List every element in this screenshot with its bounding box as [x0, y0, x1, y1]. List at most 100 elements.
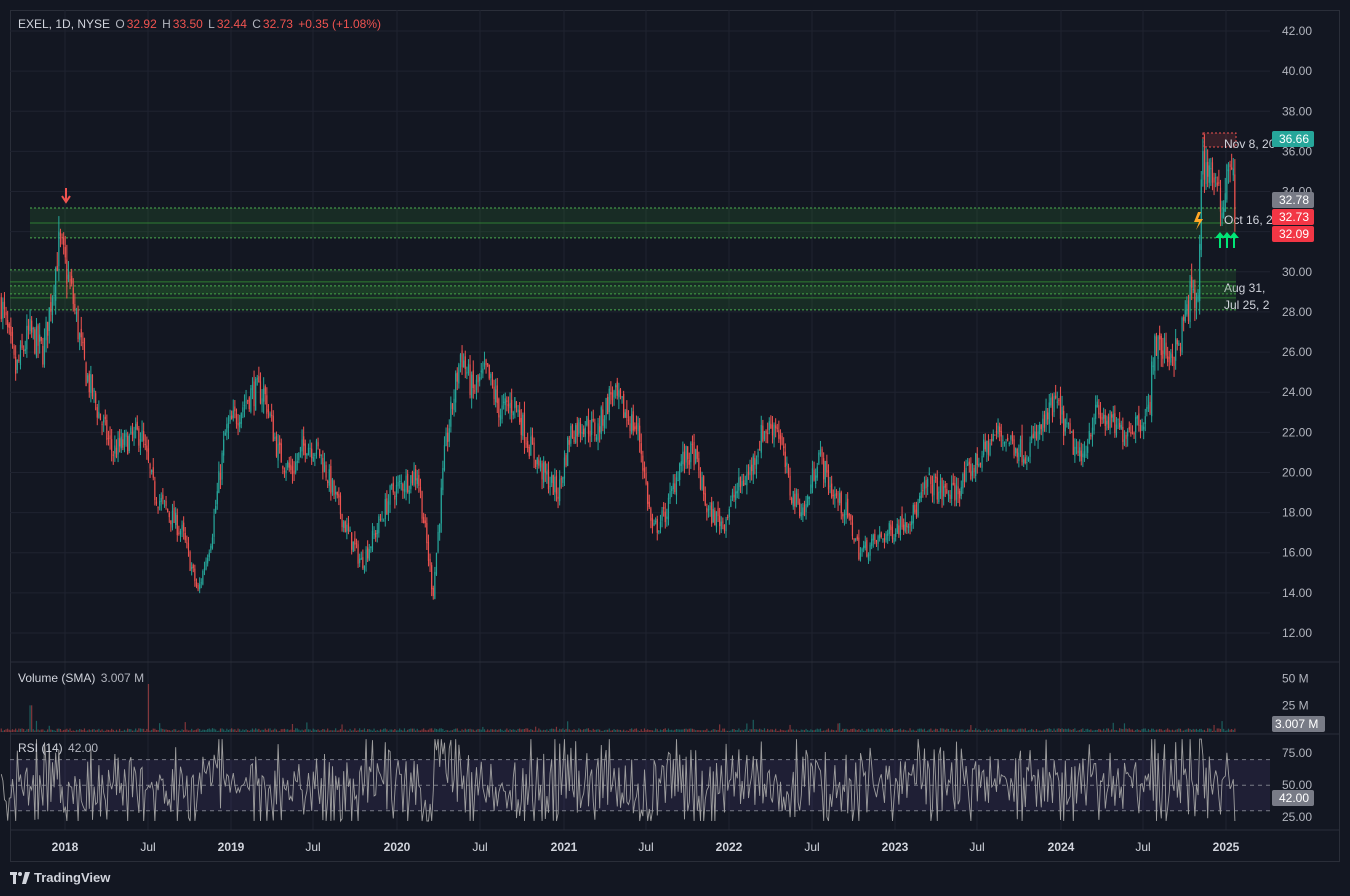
candle-body	[851, 522, 854, 537]
volume-bar	[514, 729, 516, 732]
candle-body	[37, 325, 39, 346]
volume-bar	[603, 730, 606, 732]
volume-bar	[301, 729, 303, 732]
volume-bar	[155, 729, 158, 732]
volume-bar	[440, 728, 442, 732]
volume-bar	[763, 728, 766, 732]
volume-bar	[891, 728, 894, 732]
candle-body	[1143, 426, 1145, 430]
candle-body	[739, 476, 742, 487]
candle-body	[987, 440, 990, 455]
candle-body	[669, 491, 671, 499]
volume-bar	[647, 729, 649, 732]
volume-bar	[890, 728, 892, 732]
candle-body	[440, 487, 442, 524]
volume-bar	[1027, 730, 1030, 732]
volume-bar	[149, 730, 151, 732]
candle-body	[1013, 439, 1015, 456]
candle-body	[893, 537, 895, 543]
volume-bar	[165, 729, 167, 732]
candle-body	[439, 523, 441, 533]
candle-body	[1072, 430, 1074, 455]
volume-bar	[1071, 729, 1073, 732]
candle-body	[75, 311, 78, 315]
volume-bar	[240, 730, 242, 732]
volume-bar	[954, 730, 956, 732]
candle-body	[832, 494, 834, 496]
volume-bar	[43, 730, 46, 732]
volume-bar	[735, 729, 737, 732]
tradingview-brand[interactable]: TradingView	[10, 870, 110, 885]
candle-body	[178, 532, 180, 534]
candle-body	[843, 514, 846, 519]
candle-body	[602, 409, 604, 426]
volume-bar	[258, 728, 260, 732]
candle-body	[48, 307, 50, 331]
volume-bar	[8, 729, 10, 732]
volume-bar	[992, 730, 994, 732]
candle-body	[565, 455, 567, 466]
volume-bar	[823, 730, 825, 732]
candle-body	[869, 544, 871, 556]
candle-body	[264, 386, 266, 394]
candle-body	[1051, 396, 1054, 416]
volume-bar	[909, 728, 911, 732]
candle-body	[1023, 459, 1025, 464]
candle-body	[191, 567, 193, 569]
up-arrow-icon	[1229, 232, 1239, 248]
candle-body	[642, 455, 644, 471]
candle-body	[1090, 435, 1092, 437]
candle-body	[103, 419, 105, 423]
volume-bar	[802, 729, 804, 732]
candle-body	[498, 398, 500, 418]
candle-body	[538, 459, 540, 466]
candle-body	[1122, 426, 1124, 442]
candle-body	[819, 449, 822, 455]
candle-body	[962, 473, 964, 489]
candle-body	[1123, 439, 1126, 445]
volume-bar	[1226, 730, 1228, 732]
main-legend: EXEL, 1D, NYSE O 32.92 H 33.50 L 32.44 C 32.…	[18, 17, 383, 31]
volume-bar	[887, 730, 889, 732]
volume-bar	[154, 728, 156, 732]
volume-bar	[711, 730, 713, 732]
candle-body	[528, 447, 530, 457]
volume-bar	[279, 730, 281, 732]
candle-body	[362, 557, 364, 569]
volume-bar	[495, 729, 497, 732]
volume-bar	[187, 730, 190, 732]
volume-bar	[885, 728, 887, 732]
volume-bar	[167, 729, 169, 732]
rsi-value-label: 42.00	[1279, 791, 1309, 805]
volume-bar	[539, 729, 542, 732]
volume-bar	[1232, 729, 1234, 732]
candle-body	[184, 532, 186, 541]
volume-bar	[127, 728, 129, 732]
volume-bar	[888, 728, 890, 732]
candle-body	[450, 401, 452, 427]
candle-body	[709, 505, 711, 510]
volume-bar	[562, 728, 564, 732]
candle-body	[506, 400, 508, 402]
brand-label: TradingView	[34, 870, 111, 885]
volume-bar	[48, 725, 50, 732]
volume-bar	[533, 730, 535, 732]
volume-bar	[215, 729, 217, 732]
candle-body	[1157, 336, 1159, 360]
candle-body	[1216, 182, 1218, 186]
volume-bar	[995, 730, 998, 732]
candle-body	[1183, 316, 1185, 321]
volume-bar	[866, 729, 868, 732]
volume-bar	[429, 728, 431, 732]
volume-bar	[298, 729, 300, 732]
volume-bar	[367, 729, 369, 732]
volume-bar	[239, 729, 241, 732]
candle-body	[312, 457, 314, 462]
volume-bar	[285, 729, 287, 732]
candle-body	[146, 445, 148, 452]
candle-body	[1151, 361, 1153, 417]
candle-body	[314, 454, 316, 456]
candle-body	[1170, 352, 1172, 363]
volume-bar	[1200, 728, 1202, 732]
